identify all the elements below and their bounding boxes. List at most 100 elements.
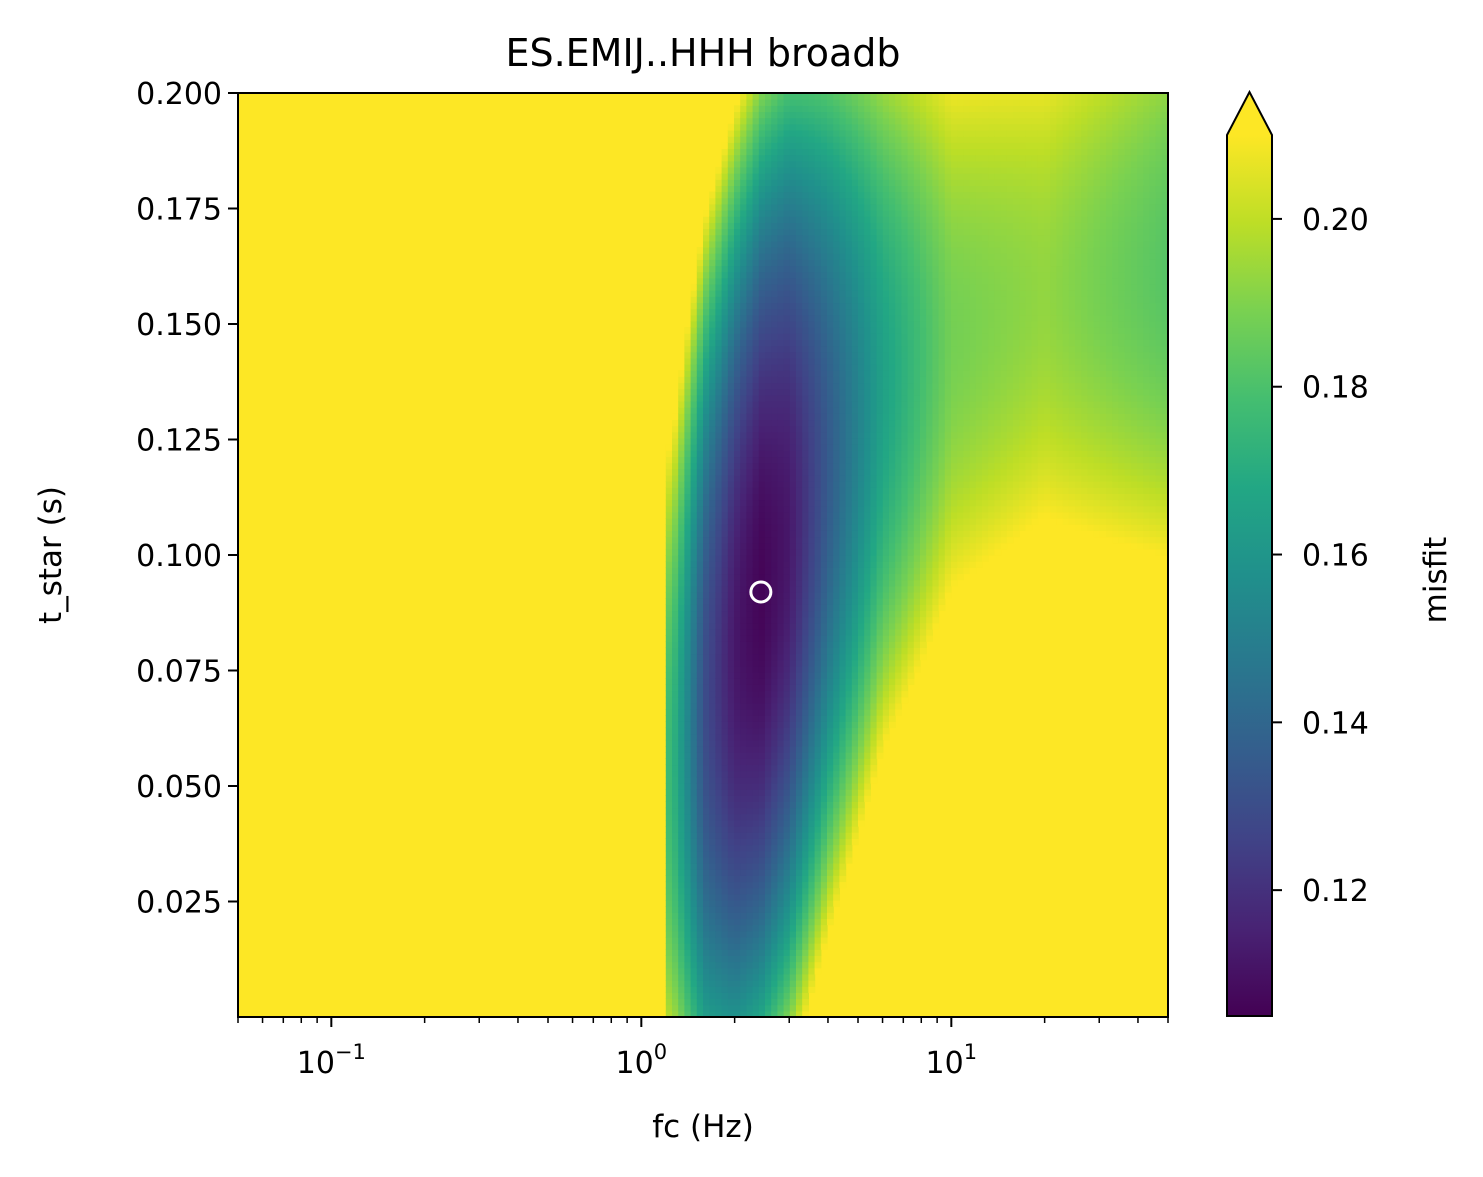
heatmap-cell	[833, 684, 840, 692]
heatmap-cell	[665, 665, 673, 673]
heatmap-cell	[771, 733, 778, 741]
heatmap-cell	[703, 536, 710, 544]
heatmap-cell	[895, 437, 902, 445]
heatmap-cell	[727, 216, 735, 223]
heatmap-cell	[796, 117, 803, 125]
heatmap-cell	[845, 573, 853, 581]
heatmap-cell	[678, 567, 685, 575]
heatmap-cell	[771, 173, 778, 180]
heatmap-cell	[665, 924, 673, 932]
heatmap-cell	[845, 222, 853, 230]
heatmap-cell	[783, 99, 791, 106]
heatmap-cell	[889, 376, 896, 384]
heatmap-cell	[827, 370, 834, 377]
heatmap-cell	[882, 234, 890, 242]
heatmap-cell	[889, 191, 896, 199]
heatmap-cell	[858, 819, 865, 827]
heatmap-cell	[752, 1004, 760, 1012]
heatmap-cell	[709, 702, 716, 710]
heatmap-cell	[808, 154, 816, 162]
heatmap-cell	[876, 450, 884, 458]
heatmap-cell	[740, 856, 747, 864]
heatmap-cell	[796, 758, 803, 766]
heatmap-cell	[820, 93, 828, 100]
heatmap-cell	[820, 197, 828, 205]
heatmap-cell	[746, 542, 754, 550]
heatmap-cell	[746, 856, 754, 864]
heatmap-cell	[696, 468, 704, 476]
heatmap-cell	[703, 542, 710, 550]
heatmap-cell	[796, 437, 803, 445]
heatmap-cell	[709, 622, 716, 630]
heatmap-cell	[684, 936, 692, 944]
heatmap-cell	[727, 826, 735, 833]
heatmap-cell	[771, 487, 778, 494]
heatmap-cell	[709, 240, 716, 248]
heatmap-cell	[833, 222, 840, 230]
heatmap-cell	[746, 413, 754, 421]
heatmap-cell	[690, 561, 698, 568]
heatmap-cell	[777, 179, 785, 186]
heatmap-cell	[771, 290, 778, 297]
heatmap-cell	[851, 635, 859, 642]
heatmap-cell	[789, 906, 797, 913]
heatmap-cell	[752, 616, 760, 624]
heatmap-cell	[833, 481, 840, 488]
heatmap-cell	[789, 856, 797, 864]
heatmap-cell	[740, 327, 747, 334]
heatmap-cell	[783, 1010, 791, 1017]
heatmap-cell	[703, 709, 710, 716]
heatmap-cell	[876, 474, 884, 482]
heatmap-cell	[771, 887, 778, 895]
heatmap-cell	[882, 444, 890, 451]
heatmap-cell	[746, 616, 754, 624]
heatmap-cell	[808, 203, 816, 211]
heatmap-cell	[696, 881, 704, 889]
heatmap-cell	[827, 240, 834, 248]
heatmap-cell	[789, 733, 797, 741]
heatmap-cell	[746, 980, 754, 987]
heatmap-cell	[740, 413, 747, 421]
heatmap-cell	[783, 481, 791, 488]
heatmap-cell	[802, 407, 809, 414]
heatmap-cell	[740, 542, 747, 550]
heatmap-cell	[827, 813, 834, 821]
heatmap-cell	[709, 585, 716, 593]
heatmap-cell	[808, 980, 816, 987]
heatmap-cell	[895, 179, 902, 186]
heatmap-cell	[802, 333, 809, 340]
heatmap-cell	[690, 647, 698, 655]
heatmap-cell	[665, 678, 673, 685]
heatmap-cell	[783, 856, 791, 864]
heatmap-cell	[703, 819, 710, 827]
heatmap-cell	[864, 197, 871, 205]
heatmap-cell	[833, 715, 840, 722]
heatmap-cell	[765, 955, 772, 963]
heatmap-cell	[758, 733, 766, 741]
heatmap-cell	[882, 598, 890, 605]
heatmap-cell	[678, 530, 685, 538]
heatmap-cell	[882, 253, 890, 260]
heatmap-cell	[758, 382, 766, 390]
heatmap-cell	[727, 308, 735, 316]
heatmap-cell	[870, 437, 878, 445]
heatmap-cell	[752, 709, 760, 716]
heatmap-cell	[746, 918, 754, 926]
heatmap-cell	[876, 419, 884, 427]
heatmap-cell	[672, 431, 679, 439]
heatmap-cell	[665, 770, 673, 778]
heatmap-cell	[796, 801, 803, 809]
heatmap-cell	[870, 591, 878, 599]
heatmap-cell	[734, 616, 741, 624]
heatmap-cell	[746, 481, 754, 488]
heatmap-cell	[684, 893, 692, 901]
heatmap-cell	[789, 228, 797, 236]
heatmap-cell	[827, 869, 834, 876]
heatmap-cell	[727, 173, 735, 180]
heatmap-cell	[765, 93, 772, 100]
heatmap-cell	[876, 573, 884, 581]
heatmap-cell	[789, 893, 797, 901]
heatmap-cell	[746, 166, 754, 174]
heatmap-cell	[703, 425, 710, 433]
heatmap-cell	[771, 450, 778, 458]
